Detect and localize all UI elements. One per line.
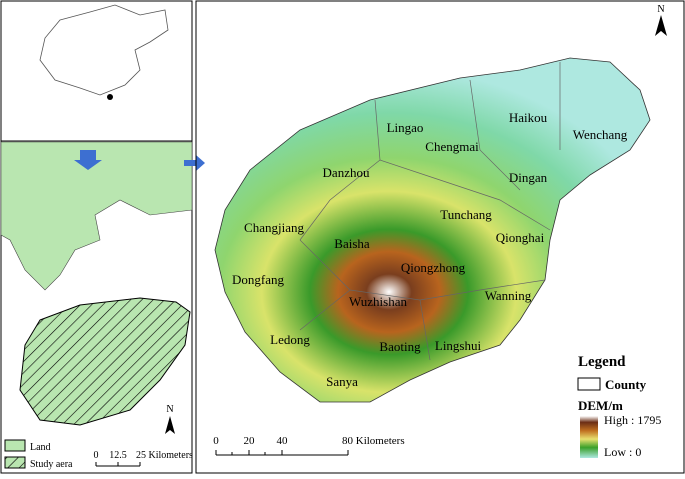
county-label: Qionghai (496, 230, 545, 245)
county-label: Dingan (509, 170, 548, 185)
dem-high: High : 1795 (604, 413, 661, 427)
north-label: N (657, 4, 664, 15)
county-label: Dongfang (232, 272, 284, 287)
study-location (107, 94, 113, 100)
north-label: N (166, 404, 173, 415)
county-label: Wanning (485, 288, 532, 303)
county-label: Ledong (270, 332, 310, 347)
county-labels: Lingao Haikou Wenchang Chengmai Danzhou … (232, 110, 628, 389)
scale-bar (215, 450, 349, 456)
county-label: Baoting (379, 339, 421, 354)
county-label: Wenchang (573, 127, 628, 142)
north-arrow (165, 416, 175, 434)
study-area (19, 297, 191, 426)
inset-frame (0, 0, 193, 474)
county-swatch (577, 377, 601, 391)
county-label: Danzhou (323, 165, 370, 180)
county-label: Tunchang (440, 207, 492, 222)
land-region (0, 141, 193, 291)
china-outline (39, 4, 169, 96)
scale-bar (95, 462, 141, 467)
county-label: Changjiang (244, 220, 304, 235)
scale-label: 40 (277, 435, 289, 447)
north-arrow (655, 15, 667, 36)
county-label: Haikou (509, 110, 548, 125)
county-label: Sanya (326, 374, 358, 389)
legend-county: County (605, 377, 647, 392)
scale-label: 20 (244, 435, 256, 447)
county-boundaries (299, 62, 561, 361)
land-swatch (4, 439, 26, 452)
dem-ramp (580, 416, 598, 458)
hainan-dem (214, 57, 651, 403)
scale-label: 0 (213, 435, 219, 447)
county-label: Lingao (387, 120, 424, 135)
legend-land: Land (30, 442, 51, 453)
main-frame (195, 0, 685, 474)
study-swatch (4, 456, 26, 469)
legend-title: Legend (578, 354, 626, 370)
county-label: Lingshui (435, 338, 482, 353)
dem-title: DEM/m (578, 398, 623, 413)
scale-label: 25 Kilometers (136, 450, 193, 461)
county-label: Qiongzhong (401, 260, 466, 275)
scale-label: 0 (94, 450, 99, 461)
legend-study: Study aera (30, 459, 73, 470)
right-arrow (184, 155, 205, 171)
scale-label: 80 Kilometers (342, 435, 405, 447)
down-arrow (74, 150, 102, 170)
county-label: Wuzhishan (349, 294, 407, 309)
county-label: Chengmai (425, 139, 479, 154)
dem-low: Low : 0 (604, 445, 641, 459)
scale-label: 12.5 (109, 450, 127, 461)
county-label: Baisha (334, 236, 370, 251)
